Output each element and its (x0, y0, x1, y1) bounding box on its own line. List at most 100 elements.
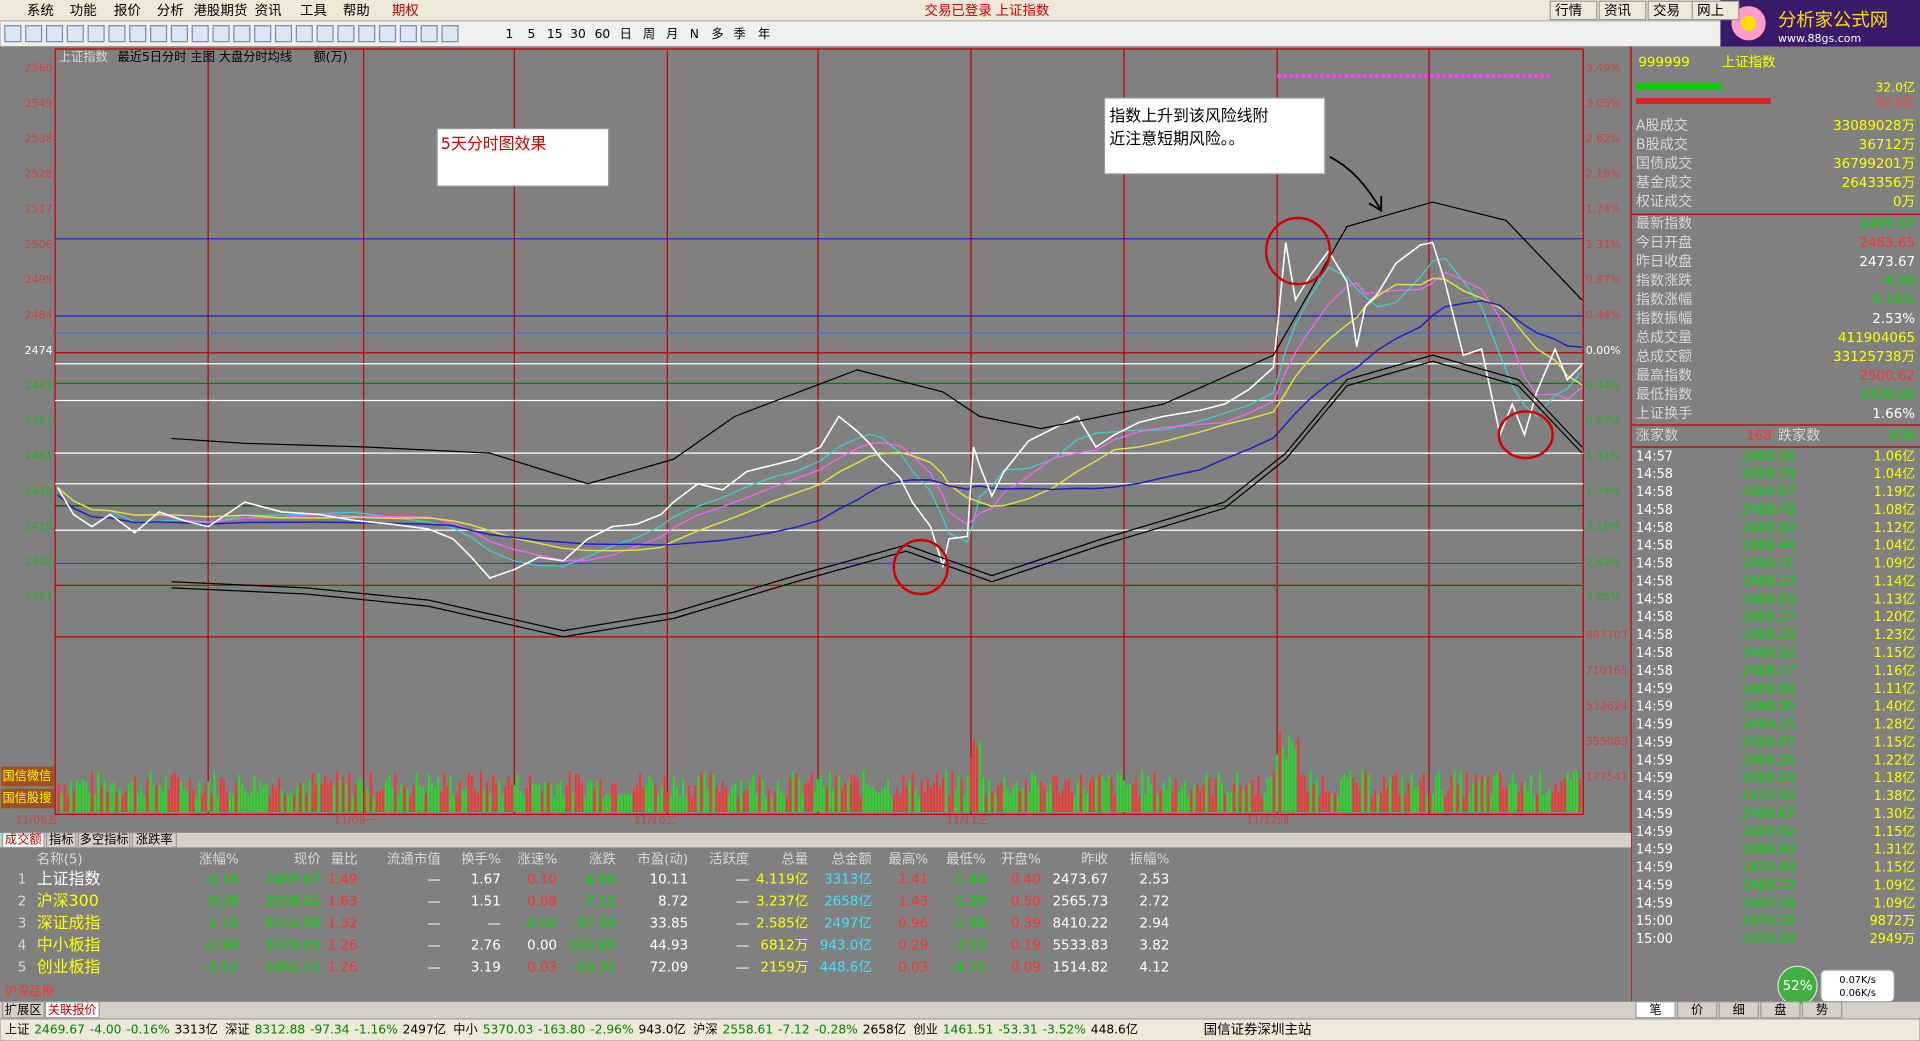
bottom-tab-label[interactable]: 关联报价 (48, 1002, 97, 1017)
period-button[interactable]: 周 (643, 27, 655, 41)
tick-time: 14:59 (1636, 700, 1673, 715)
toolbar-icon[interactable] (254, 25, 272, 43)
period-button[interactable]: 日 (620, 27, 632, 41)
menu-item[interactable]: 功能 (70, 3, 97, 19)
top-button[interactable] (1549, 0, 1598, 21)
volume-bar (363, 791, 366, 812)
toolbar-icon[interactable] (87, 25, 105, 43)
period-button[interactable]: 5 (528, 27, 536, 41)
period-button[interactable]: 60 (595, 27, 611, 41)
period-button[interactable]: 年 (758, 27, 770, 41)
volume-bar (1386, 787, 1389, 812)
toolbar-icon[interactable] (66, 25, 84, 43)
side-button[interactable] (1, 766, 54, 787)
period-button[interactable]: 季 (733, 27, 745, 41)
bottom-tab[interactable] (44, 1001, 100, 1019)
chart-tab-label[interactable]: 涨跌率 (136, 832, 173, 847)
toolbar-icon[interactable] (420, 25, 438, 43)
menu-item[interactable]: 资讯 (255, 3, 282, 19)
menu-item[interactable]: 帮助 (343, 3, 370, 19)
toolbar-icon[interactable] (274, 25, 293, 43)
toolbar-icon[interactable] (191, 25, 209, 43)
chart-tab[interactable] (1, 832, 45, 849)
volume-bar (1303, 775, 1306, 812)
volume-bar (424, 793, 427, 812)
field-value: -4.00 (1880, 273, 1915, 289)
toolbar-icon[interactable] (316, 25, 334, 43)
top-button[interactable] (1598, 0, 1647, 21)
toolbar-icon[interactable] (295, 25, 313, 43)
chart-tab[interactable] (77, 832, 131, 849)
volume-bar (443, 773, 446, 812)
toolbar-icon[interactable] (337, 25, 355, 43)
table-cell: 2.53 (1139, 871, 1169, 887)
top-button-label[interactable]: 资讯 (1604, 3, 1631, 19)
period-button[interactable]: 30 (570, 27, 586, 41)
volume-bar (1055, 775, 1058, 812)
volume-bar (369, 771, 372, 812)
toolbar-icon[interactable] (150, 25, 168, 43)
period-button[interactable]: 15 (547, 27, 563, 41)
right-tab-label[interactable]: 盘 (1774, 1002, 1786, 1017)
volume-bar (617, 794, 620, 812)
period-button[interactable]: 多 (711, 27, 723, 41)
period-button[interactable]: 1 (505, 27, 513, 41)
right-tab[interactable] (1760, 1001, 1801, 1019)
right-tab[interactable] (1718, 1001, 1759, 1019)
right-tab[interactable] (1676, 1001, 1718, 1019)
menu-item[interactable]: 分析 (157, 3, 184, 19)
period-button[interactable]: N (690, 27, 699, 41)
side-button-label[interactable]: 国信微信 (2, 769, 51, 783)
volume-bar (339, 779, 342, 812)
volume-bar (1444, 797, 1447, 812)
right-tab-label[interactable]: 细 (1733, 1003, 1745, 1017)
top-button-label[interactable]: 行情 (1555, 3, 1582, 19)
table-header: 昨收 (1081, 852, 1108, 868)
chart-tab-label[interactable]: 成交额 (5, 832, 42, 847)
toolbar-icon[interactable] (108, 25, 126, 43)
right-tab-label[interactable]: 笔 (1649, 1002, 1661, 1017)
menu-item[interactable]: 港股期货 (193, 2, 247, 19)
toolbar-icon[interactable] (45, 25, 64, 43)
volume-bar (1376, 794, 1379, 812)
volume-bar (1128, 784, 1131, 812)
menu-item[interactable]: 工具 (300, 3, 327, 19)
bottom-tab[interactable] (1, 1001, 45, 1019)
top-button-label[interactable]: 网上 (1697, 3, 1724, 19)
right-tab[interactable] (1801, 1001, 1843, 1019)
period-button[interactable]: 月 (666, 27, 678, 41)
toolbar-icon[interactable] (378, 25, 397, 43)
table-cell: 0.09 (1011, 960, 1041, 976)
side-button[interactable] (1, 788, 54, 809)
toolbar-icon[interactable] (441, 25, 459, 43)
right-tab[interactable] (1635, 1001, 1676, 1019)
toolbar-icon[interactable] (25, 25, 43, 43)
section-tab[interactable]: 沪深品种 (5, 985, 54, 999)
toolbar-icon[interactable] (4, 25, 22, 43)
right-tab-label[interactable]: 势 (1816, 1003, 1828, 1017)
menu-item[interactable]: 报价 (114, 3, 141, 19)
chart-tab-label[interactable]: 指标 (49, 832, 73, 847)
pct-axis-label: 1.74% (1586, 203, 1621, 216)
right-tab-label[interactable]: 价 (1691, 1003, 1703, 1017)
menu-item[interactable]: 系统 (27, 3, 54, 19)
chart-tab-label[interactable]: 多空指标 (80, 832, 129, 847)
volume-bar (544, 781, 547, 812)
toolbar-icon[interactable] (399, 25, 417, 43)
top-button-label[interactable]: 交易 (1653, 2, 1680, 19)
top-button[interactable] (1691, 0, 1740, 21)
menu-item[interactable]: 期权 (392, 2, 419, 19)
chart-tab[interactable] (131, 832, 177, 849)
chart-tab[interactable] (45, 832, 77, 849)
toolbar-icon[interactable] (170, 25, 188, 43)
volume-bar (1502, 786, 1505, 812)
toolbar-icon[interactable] (129, 25, 147, 43)
toolbar-icon[interactable] (358, 25, 376, 43)
volume-bar (519, 790, 522, 812)
toolbar-icon[interactable] (233, 25, 251, 43)
toolbar-icon[interactable] (212, 25, 230, 43)
tick-time: 14:59 (1636, 861, 1673, 876)
bottom-tab-label[interactable]: 扩展区 (5, 1003, 42, 1017)
side-button-label[interactable]: 国信股搜 (2, 790, 51, 805)
volume-bar (930, 787, 932, 812)
